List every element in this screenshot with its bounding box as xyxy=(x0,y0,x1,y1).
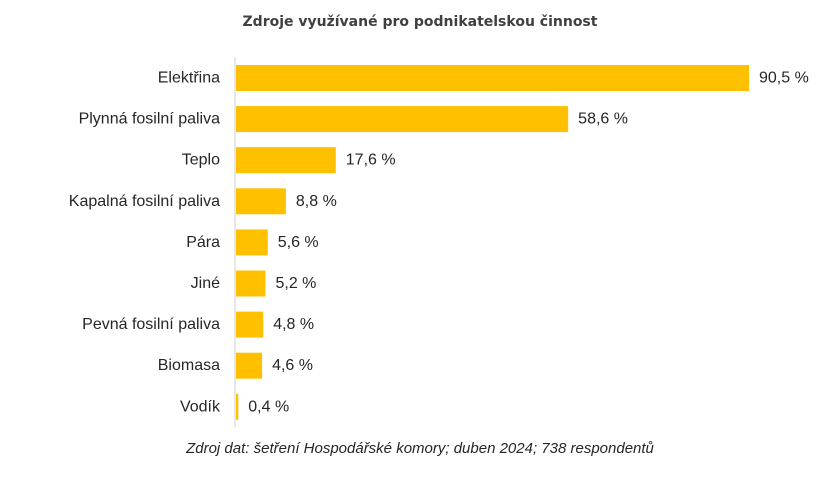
category-label: Biomasa xyxy=(158,357,220,374)
value-label: 17,6 % xyxy=(346,152,396,169)
bar xyxy=(236,229,268,256)
bar xyxy=(236,188,286,215)
bar xyxy=(236,270,266,297)
bar xyxy=(236,147,336,174)
value-label: 5,2 % xyxy=(275,275,316,292)
category-label: Plynná fosilní paliva xyxy=(79,111,221,128)
bar xyxy=(236,106,569,133)
value-label: 0,4 % xyxy=(248,398,289,415)
category-label: Jiné xyxy=(191,275,220,292)
category-label: Elektřina xyxy=(158,70,220,87)
category-label: Teplo xyxy=(182,152,220,169)
category-label: Kapalná fosilní paliva xyxy=(69,193,220,210)
value-label: 58,6 % xyxy=(578,111,628,128)
bar xyxy=(236,393,239,420)
category-label: Vodík xyxy=(180,398,221,415)
bar xyxy=(236,65,749,91)
bar xyxy=(236,311,264,338)
bar-chart: Elektřina 90,5 % Plynná fosilní paliva 58,6… xyxy=(69,57,809,428)
value-label: 4,6 % xyxy=(272,357,313,374)
value-label: 90,5 % xyxy=(759,70,809,87)
bar xyxy=(236,352,263,379)
value-label: 8,8 % xyxy=(296,193,337,210)
category-label: Pára xyxy=(186,234,220,251)
source-note: Zdroj dat: šetření Hospodářské komory; d… xyxy=(186,440,654,457)
category-label: Pevná fosilní paliva xyxy=(82,316,220,333)
chart-title: Zdroje využívané pro podnikatelskou činn… xyxy=(242,14,598,30)
value-label: 5,6 % xyxy=(278,234,319,251)
value-label: 4,8 % xyxy=(273,316,314,333)
